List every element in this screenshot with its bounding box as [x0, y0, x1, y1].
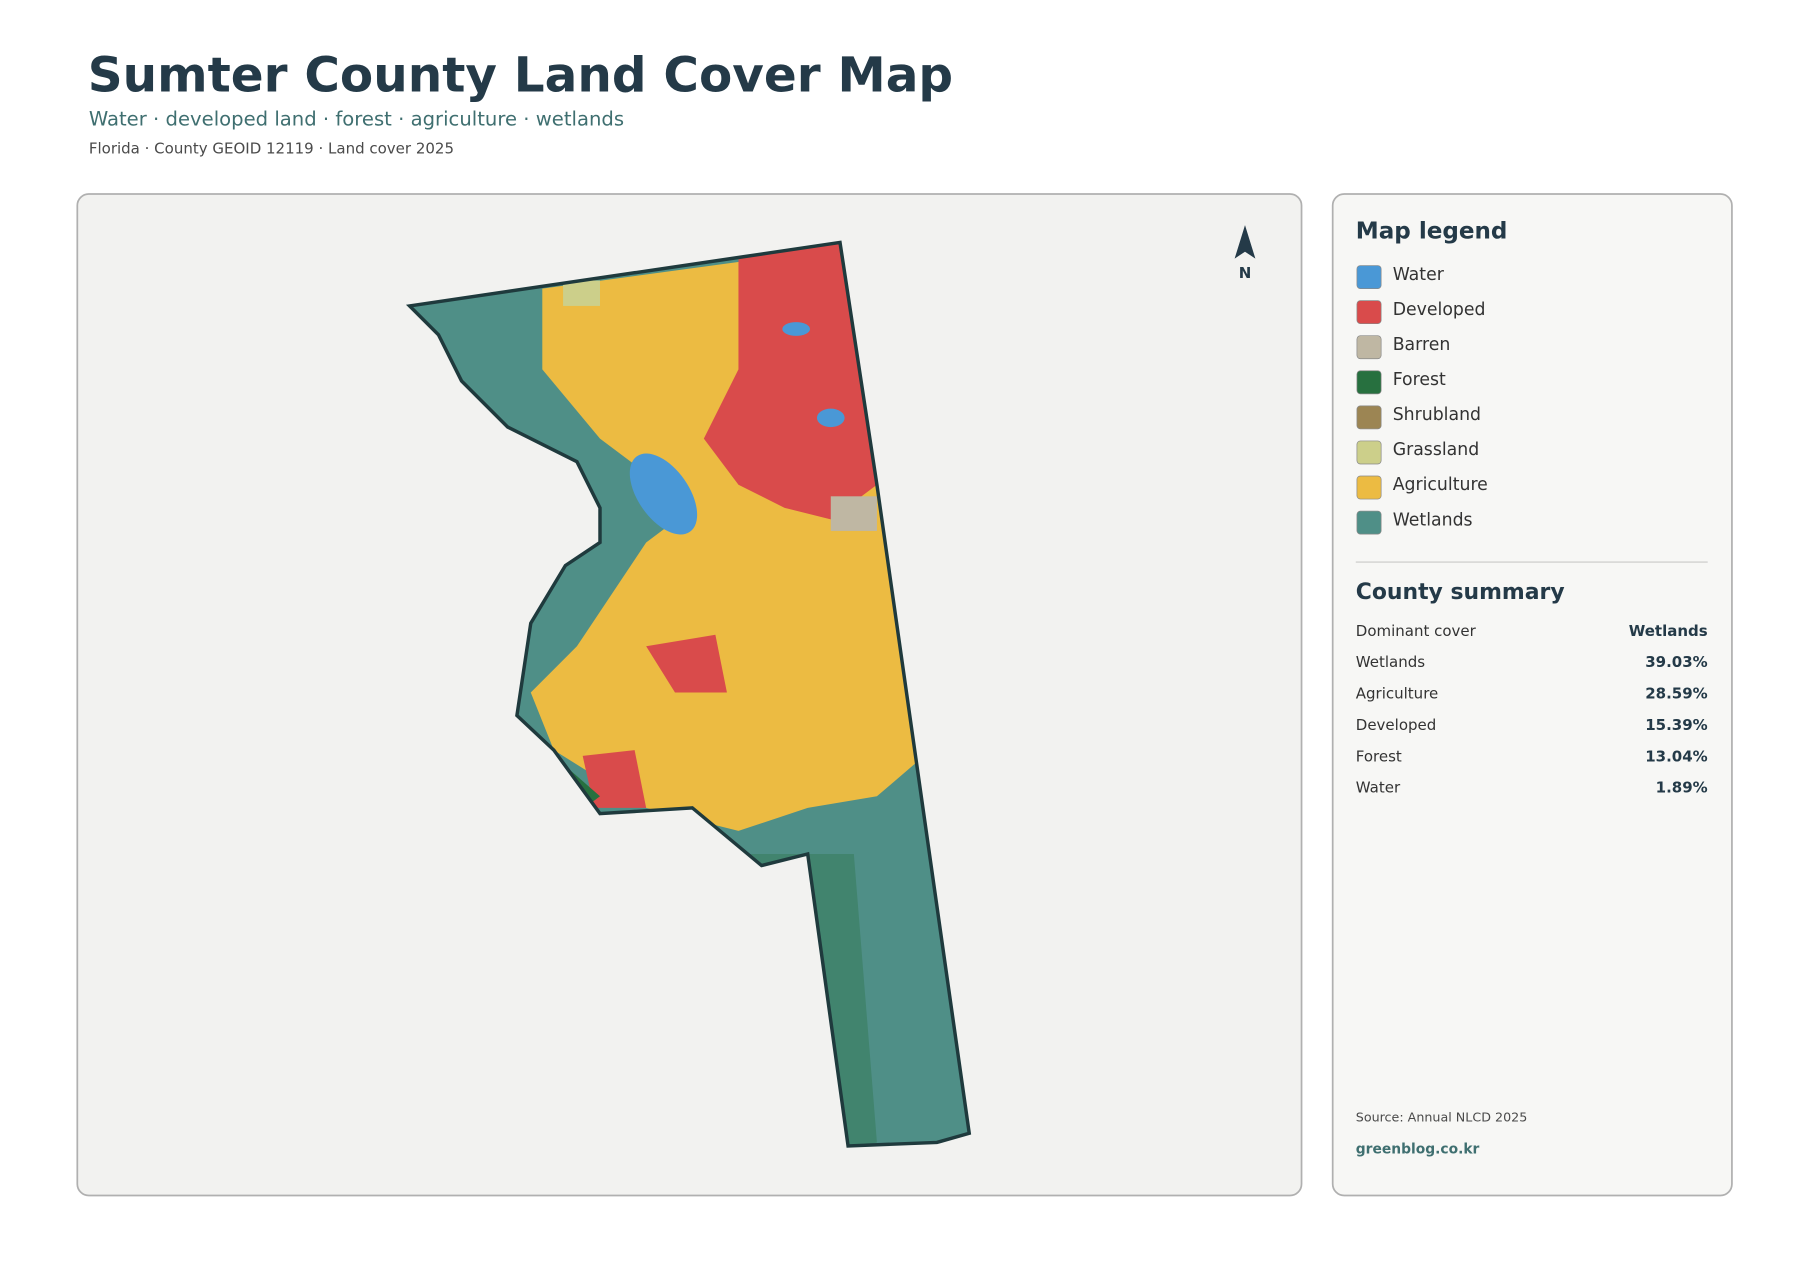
- legend-label: Developed: [1393, 300, 1486, 320]
- summary-label: Agriculture: [1356, 685, 1439, 703]
- title: Sumter County Land Cover Map: [88, 48, 953, 104]
- developed-area: [703, 242, 877, 520]
- legend-items: Water Developed Barren Forest Shrubland Grass…: [1356, 265, 1488, 535]
- legend-swatch: [1356, 335, 1382, 360]
- lake: [782, 322, 810, 336]
- lake: [629, 453, 698, 535]
- summary-label: Wetlands: [1356, 653, 1425, 671]
- summary-value: 1.89%: [1656, 779, 1708, 797]
- subtitle: Water · developed land · forest · agricu…: [89, 108, 624, 131]
- summary-label: Forest: [1356, 747, 1402, 765]
- summary-value: Wetlands: [1629, 622, 1708, 640]
- legend-swatch: [1356, 265, 1382, 289]
- lake: [816, 408, 845, 428]
- source: Source: Annual NLCD 2025: [1356, 1110, 1528, 1125]
- developed-area: [646, 634, 727, 693]
- county-boundary: [405, 240, 972, 1148]
- summary-label: Dominant cover: [1356, 622, 1477, 640]
- legend-swatch: [1356, 440, 1382, 465]
- summary-title: County summary: [1356, 580, 1565, 605]
- grassland-area: [563, 280, 600, 306]
- legend-label: Wetlands: [1393, 510, 1473, 530]
- summary-value: 28.59%: [1645, 685, 1707, 703]
- legend-panel: [1331, 193, 1733, 1197]
- summary-value: 13.04%: [1645, 747, 1707, 765]
- legend-swatch: [1356, 475, 1382, 500]
- north-arrow: [1234, 225, 1256, 259]
- summary-value: 39.03%: [1645, 653, 1707, 671]
- legend-label: Water: [1393, 265, 1445, 285]
- developed-area: [582, 750, 647, 808]
- legend-label: Barren: [1393, 335, 1451, 355]
- barren-area: [830, 496, 877, 531]
- legend-swatch: [1356, 510, 1382, 535]
- legend-title: Map legend: [1356, 219, 1508, 245]
- summary-label: Developed: [1356, 716, 1437, 734]
- legend-label: Shrubland: [1393, 405, 1481, 425]
- legend-swatch: [1356, 370, 1382, 395]
- north-label: N: [1239, 264, 1252, 282]
- legend-label: Forest: [1393, 370, 1446, 390]
- legend-label: Grassland: [1393, 440, 1480, 460]
- meta: Florida · County GEOID 12119 · Land cove…: [89, 140, 454, 158]
- site: greenblog.co.kr: [1356, 1141, 1480, 1157]
- legend-label: Agriculture: [1393, 475, 1488, 495]
- summary-rows: Dominant cover Wetlands Wetlands 39.03% Agri…: [1356, 622, 1708, 797]
- summary-label: Water: [1356, 779, 1401, 797]
- summary-value: 15.39%: [1645, 716, 1707, 734]
- legend-swatch: [1356, 300, 1382, 325]
- legend-swatch: [1356, 405, 1382, 430]
